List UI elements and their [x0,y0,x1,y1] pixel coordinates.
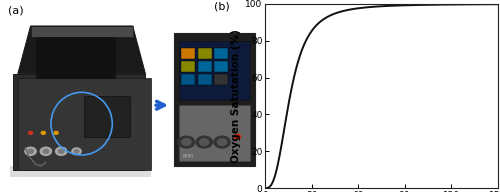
Bar [178,41,250,100]
Bar [214,61,228,72]
Circle shape [43,149,49,153]
Circle shape [200,139,209,145]
Bar [30,26,132,37]
Circle shape [25,147,36,155]
Circle shape [58,149,64,153]
Circle shape [182,139,191,145]
Bar [214,48,228,59]
Text: (a): (a) [8,6,23,16]
Circle shape [54,131,58,134]
Bar [174,33,256,166]
Circle shape [74,150,79,153]
Bar [181,48,196,59]
Circle shape [196,136,212,148]
Y-axis label: Oxygen Satutation (%): Oxygen Satutation (%) [231,29,241,163]
Polygon shape [18,26,146,74]
Circle shape [56,147,67,155]
Text: ||||||||: |||||||| [182,154,194,158]
Circle shape [28,149,34,153]
Bar [18,78,150,170]
Circle shape [218,139,226,145]
Bar [178,105,250,161]
Circle shape [234,134,240,139]
Bar [214,74,228,85]
Bar [198,61,212,72]
Bar [10,166,150,177]
Circle shape [42,131,46,134]
Bar [181,61,196,72]
FancyArrowPatch shape [156,101,164,109]
Bar [84,96,130,137]
Bar [181,74,196,85]
Circle shape [178,136,194,148]
Bar [198,48,212,59]
Bar [198,74,212,85]
Circle shape [214,136,230,148]
Text: (b): (b) [214,2,230,12]
Circle shape [40,147,52,155]
Circle shape [28,131,32,134]
Bar [12,74,145,170]
Circle shape [72,148,81,155]
Bar [36,37,115,78]
